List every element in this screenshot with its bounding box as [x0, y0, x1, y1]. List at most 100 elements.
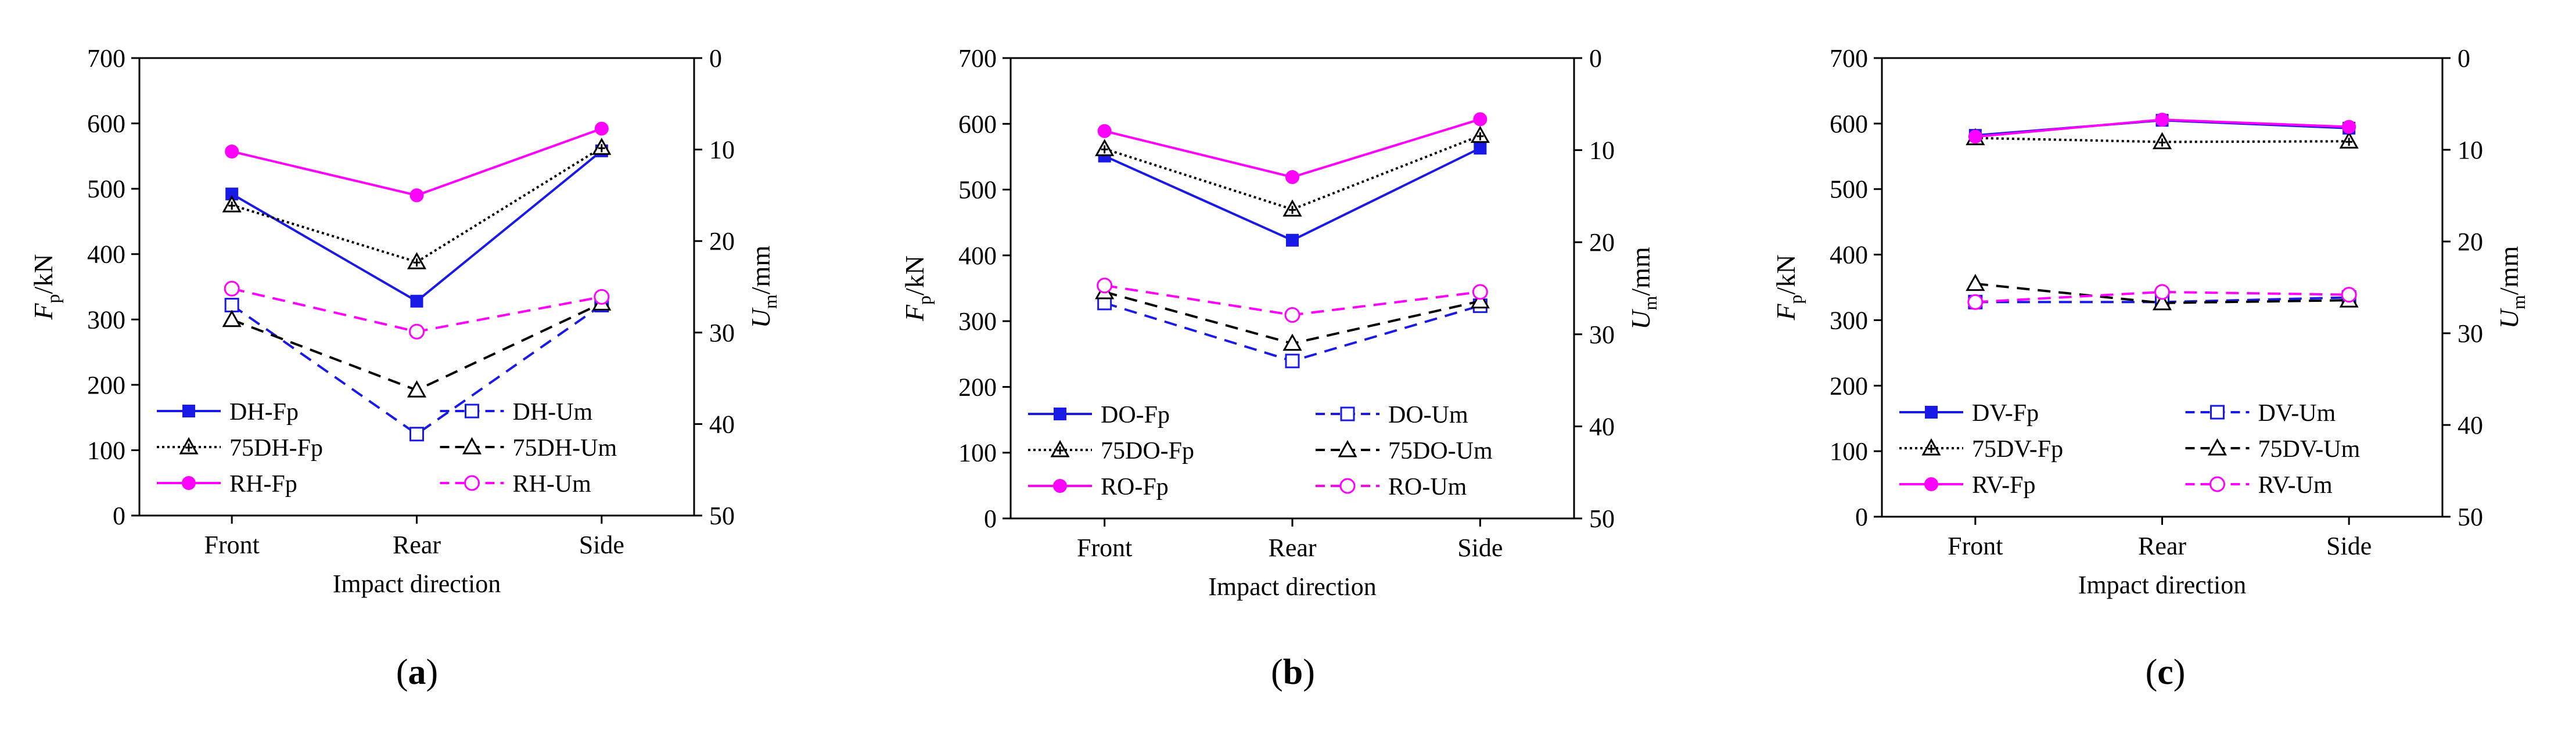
panel-a-series-RH-Um	[224, 280, 610, 340]
panel-b-legend-entry-RO-Um: RO-Um	[1316, 474, 1467, 500]
panel-b-point-DO-Fp-Rear	[1286, 233, 1299, 247]
panel-a-ytick-label: 400	[87, 240, 125, 269]
panel-c-y2label-unit: /mm	[2494, 246, 2524, 296]
panel-a-point-75DH-Fp-Rear	[407, 252, 427, 269]
panel-c-y2tick-label: 50	[2458, 503, 2483, 531]
panel-c-point-RV-Um-Rear	[2154, 284, 2170, 300]
panel-a-caption-letter: a	[408, 653, 426, 692]
panel-c-legend-label-75DV-Fp: 75DV-Fp	[1972, 436, 2063, 463]
panel-b-ytick-label: 600	[958, 110, 997, 138]
panel-b-legend-label-RO-Um: RO-Um	[1388, 474, 1467, 500]
panel-b-point-RO-Fp-Rear	[1285, 170, 1299, 185]
panel-b-legend-marker-75DO-Um	[1338, 439, 1357, 457]
panel-a-point-RH-Fp-Side	[594, 121, 609, 136]
panel-b-legend-entry-75DO-Fp: 75DO-Fp	[1028, 438, 1194, 464]
panel-c-point-RV-Fp-Side	[2342, 120, 2356, 134]
panel-b-legend-label-DO-Fp: DO-Fp	[1101, 402, 1170, 428]
panel-b-y2label-sub: m	[1640, 296, 1661, 311]
panel-b-legend-entry-RO-Fp: RO-Fp	[1028, 474, 1169, 500]
panel-a-ytick-label: 500	[87, 175, 125, 203]
panel-b-point-DO-Um-Rear	[1285, 354, 1300, 369]
panel-a-legend-label-DH-Um: DH-Um	[513, 399, 593, 426]
panel-a-point-RH-Fp-Front	[225, 144, 239, 158]
panel-c-legend-entry-DV-Fp: DV-Fp	[1899, 400, 2039, 427]
panel-a-legend-label-RH-Um: RH-Um	[513, 471, 592, 498]
panel-b-legend-label-RO-Fp: RO-Fp	[1101, 474, 1169, 500]
panel-c-xlabel: Impact direction	[2078, 571, 2247, 599]
panel-b-point-RO-Fp-Front	[1097, 124, 1112, 138]
panel-a-xtick-label: Front	[204, 531, 259, 559]
panel-c-point-RV-Fp-Front	[1968, 129, 1982, 144]
panel-b-point-75DO-Fp-Rear	[1282, 199, 1302, 217]
panel-c-legend-marker-75DV-Fp	[1921, 438, 1941, 456]
panel-b-caption-close: )	[1303, 653, 1315, 692]
panel-b-point-RO-Fp-Side	[1473, 112, 1488, 127]
panel-c-xtick-label: Front	[1948, 532, 2003, 560]
panel-a-y2tick-label: 20	[709, 227, 735, 255]
panel-a-point-DH-Um-Front	[224, 298, 239, 313]
panel-b-ytick-label: 300	[958, 307, 997, 336]
panel-a-ytick-label: 300	[87, 305, 125, 334]
panel-c-caption-close: )	[2173, 653, 2186, 692]
panel-a-legend-marker-RH-Fp	[182, 476, 196, 490]
panel-a-ytick-label: 100	[87, 436, 125, 464]
panel-a-legend-entry-RH-Um: RH-Um	[440, 471, 592, 498]
panel-b-legend-marker-75DO-Fp	[1050, 439, 1070, 457]
panel-b-series-RO-Um	[1097, 278, 1488, 323]
panel-a-y2tick-label: 40	[709, 410, 735, 438]
panel-c-legend-marker-RV-Um	[2209, 476, 2225, 492]
panel-b-legend-marker-RO-Fp	[1053, 479, 1067, 493]
panel-a-series-line-DH-Um	[231, 304, 602, 436]
panel-c-y2tick-label: 10	[2458, 136, 2483, 164]
panel-c-series-RV-Um	[1967, 284, 2357, 310]
panel-a-caption: (a)	[396, 653, 438, 692]
panel-a-xtick-label: Rear	[393, 531, 441, 559]
panel-b-y2tick-label: 40	[1589, 412, 1615, 441]
panel-c-y2tick-label: 0	[2458, 44, 2470, 73]
panel-c-ytick-label: 700	[1830, 44, 1868, 73]
panel-c-legend-entry-RV-Fp: RV-Fp	[1899, 472, 2035, 499]
panel-b-legend-entry-DO-Fp: DO-Fp	[1028, 402, 1170, 428]
panel-a-ytick-label: 600	[87, 110, 125, 138]
panel-b-point-75DO-Um-Rear	[1282, 333, 1302, 351]
panel-c-legend-label-DV-Fp: DV-Fp	[1972, 400, 2039, 427]
panel-c-ylabel: Fp/kN	[1771, 254, 1806, 320]
panel-c-ylabel-main: F	[1771, 304, 1801, 321]
panel-a-y2tick-label: 10	[709, 136, 735, 164]
panel-c-point-RV-Fp-Rear	[2155, 113, 2169, 127]
panel-a-point-75DH-Fp-Front	[222, 195, 242, 212]
panel-c-y2label-main: U	[2494, 308, 2524, 329]
panel-b-xtick-label: Rear	[1268, 534, 1316, 562]
panel-b-point-RO-Um-Side	[1472, 284, 1488, 300]
panel-c-point-75DV-Fp-Rear	[2152, 132, 2172, 149]
panel-c-legend-entry-75DV-Fp: 75DV-Fp	[1899, 436, 2063, 463]
panel-a-legend-marker-75DH-Um	[462, 437, 482, 455]
panel-c-ytick-label: 300	[1830, 306, 1868, 334]
panel-b-point-RO-Um-Front	[1097, 278, 1113, 294]
panel-a-series-75DH-Fp	[222, 138, 612, 269]
panel-c-legend-entry-DV-Um: DV-Um	[2185, 400, 2336, 427]
panel-a-legend-label-75DH-Um: 75DH-Um	[513, 435, 617, 462]
panel-a-point-DH-Um-Rear	[409, 427, 424, 442]
panel-b-legend-marker-DO-Fp	[1054, 408, 1066, 420]
panel-b-xlabel: Impact direction	[1208, 572, 1377, 601]
panel-b-y2label: Um/mm	[1626, 247, 1661, 330]
panel-a-legend-marker-75DH-Fp	[179, 437, 199, 455]
panel-b-point-75DO-Fp-Side	[1470, 125, 1490, 143]
panel-b-ytick-label: 100	[958, 439, 997, 467]
panel-b-legend-label-DO-Um: DO-Um	[1388, 402, 1468, 428]
panel-b-ylabel-sub: p	[914, 296, 935, 305]
panel-b-legend-label-75DO-Fp: 75DO-Fp	[1101, 438, 1194, 464]
panel-a-ylabel-sub: p	[42, 294, 63, 303]
panel-c-point-75DV-Fp-Side	[2339, 131, 2359, 149]
panel-b-ylabel-main: F	[900, 304, 929, 322]
panel-c-ytick-label: 200	[1830, 372, 1868, 400]
panel-a-legend-entry-75DH-Um: 75DH-Um	[440, 435, 617, 462]
panel-c-legend-marker-DV-Fp	[1925, 406, 1938, 419]
panel-b-caption-letter: b	[1283, 653, 1303, 692]
panel-c-legend-entry-RV-Um: RV-Um	[2185, 472, 2333, 499]
panel-a-y2tick-label: 50	[709, 502, 735, 530]
panel-b-y2label-main: U	[1626, 309, 1655, 330]
panel-a-xtick-label: Side	[579, 531, 624, 559]
panel-a-ytick-label: 700	[87, 44, 125, 73]
